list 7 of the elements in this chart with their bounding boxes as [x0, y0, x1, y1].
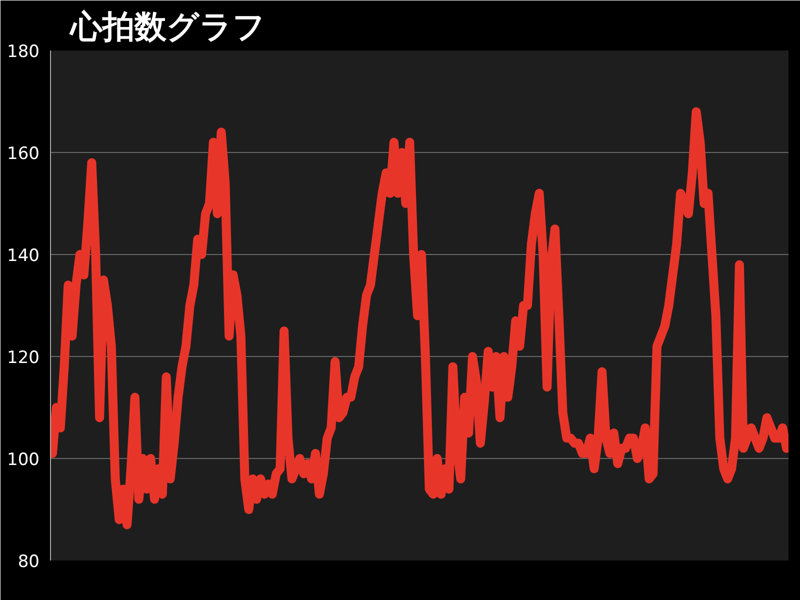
- chart-title: 心拍数グラフ: [68, 8, 266, 46]
- y-tick-label: 120: [7, 348, 40, 368]
- y-tick-label: 140: [7, 246, 40, 266]
- y-tick-label: 160: [7, 144, 40, 164]
- y-tick-label: 180: [7, 42, 40, 62]
- y-tick-label: 80: [18, 552, 40, 572]
- y-tick-label: 100: [7, 450, 40, 470]
